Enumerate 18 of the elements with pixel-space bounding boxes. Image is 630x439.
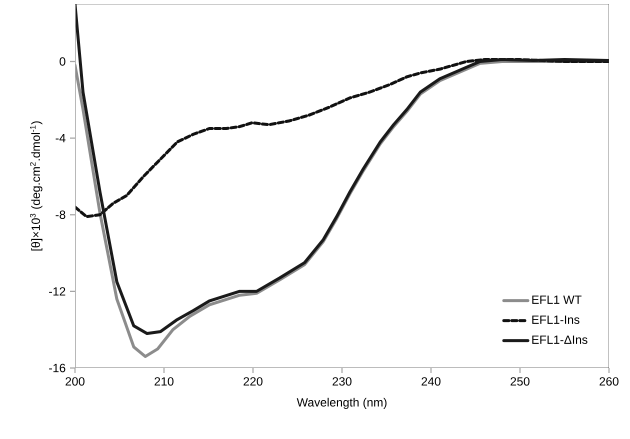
y-tick-label: -12: [49, 287, 66, 296]
legend-label: EFL1-ΔIns: [532, 336, 588, 344]
legend-label: EFL1 WT: [532, 296, 582, 304]
x-tick-label: 250: [510, 377, 530, 386]
line-series: [75, 4, 609, 336]
y-axis-title: [θ]×10$^{3}$ (deg.cm$^{2}$.dmol$^{-1}$): [30, 121, 42, 251]
x-axis-title: Wavelength (nm): [296, 398, 387, 409]
legend-label: EFL1-Ins: [532, 316, 580, 324]
x-tick-label: 240: [422, 377, 441, 386]
y-tick-label: 0: [60, 57, 66, 66]
x-tick-label: 210: [154, 377, 174, 386]
x-tick-label: 260: [600, 377, 619, 386]
y-tick-label: -8: [56, 210, 66, 219]
x-tick-label: 220: [244, 377, 263, 386]
y-tick-label: -16: [49, 364, 66, 372]
x-tick-label: 200: [66, 377, 85, 386]
y-tick-label: -4: [56, 134, 66, 142]
x-tick-label: 230: [332, 377, 352, 386]
